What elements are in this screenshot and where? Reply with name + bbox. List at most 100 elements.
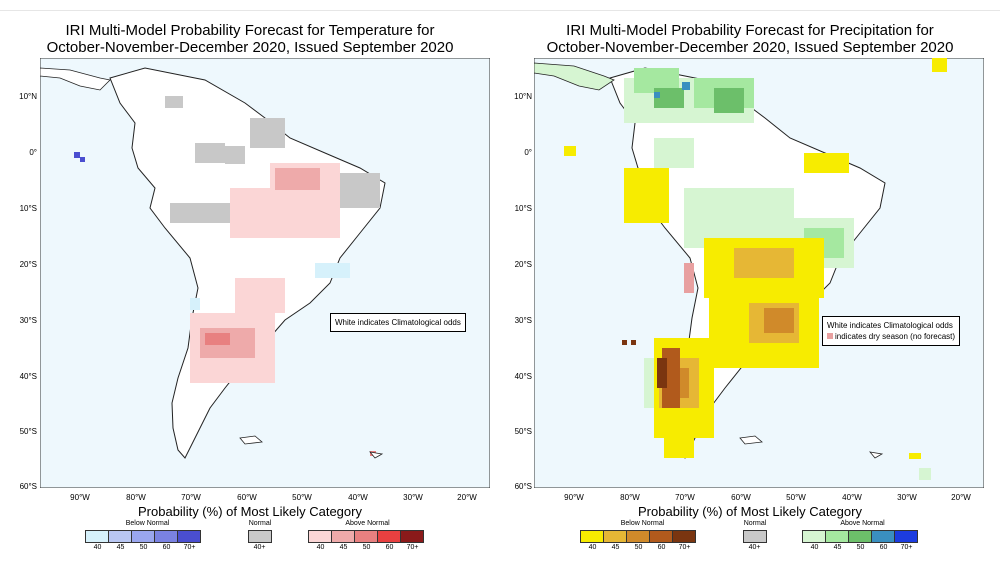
tick-label: 60	[657, 544, 666, 551]
tick-label: 70+	[678, 544, 691, 551]
legend-title: Probability (%) of Most Likely Category	[638, 504, 862, 519]
precipitation-title-line1: IRI Multi-Model Probability Forecast for…	[566, 22, 934, 39]
swatch-below-40	[86, 531, 109, 542]
tick-label: 45	[833, 544, 842, 551]
above-normal-swatches	[308, 530, 424, 543]
central-america	[534, 62, 615, 91]
swatch-below-60	[155, 531, 178, 542]
temperature-title-line1: IRI Multi-Model Probability Forecast for…	[65, 22, 435, 39]
lat-label-60s: 60°S	[514, 482, 532, 491]
normal-label: Normal	[248, 520, 272, 527]
dry-season-swatch	[827, 333, 833, 339]
swatch-above-70	[895, 531, 917, 542]
precipitation-panel: IRI Multi-Model Probability Forecast for…	[500, 0, 1000, 570]
precipitation-map	[534, 58, 984, 488]
tick-label: 70+	[900, 544, 913, 551]
lon-label-40w: 40°W	[842, 493, 862, 502]
tick-label: 50	[362, 544, 371, 551]
normal-swatch	[248, 530, 272, 543]
below-normal-swatches	[580, 530, 696, 543]
temperature-title: IRI Multi-Model Probability Forecast for…	[0, 22, 500, 56]
temperature-map-svg	[40, 58, 490, 488]
swatch-above-60	[378, 531, 401, 542]
precipitation-title-line2: October-November-December 2020, Issued S…	[546, 39, 954, 56]
central-america	[40, 67, 111, 91]
lon-label-80w: 80°W	[126, 493, 146, 502]
above-normal-ticks: 40 45 50 60 70+	[309, 544, 424, 551]
tick-label: 45	[116, 544, 125, 551]
swatch-above-40	[803, 531, 826, 542]
swatch-below-50	[132, 531, 155, 542]
below-normal-ticks: 40 45 50 60 70+	[581, 544, 696, 551]
swatch-below-70	[673, 531, 695, 542]
lon-label-60w: 60°W	[731, 493, 751, 502]
lon-label-30w: 30°W	[403, 493, 423, 502]
swatch-above-45	[332, 531, 355, 542]
swatch-above-40	[309, 531, 332, 542]
legend-title: Probability (%) of Most Likely Category	[138, 504, 362, 519]
swatch-above-50	[355, 531, 378, 542]
above-normal-label: Above Normal	[345, 520, 390, 527]
tick-label: 50	[856, 544, 865, 551]
lon-label-40w: 40°W	[348, 493, 368, 502]
tick-label: 40+	[748, 544, 761, 551]
tick-label: 60	[385, 544, 394, 551]
tick-label: 50	[139, 544, 148, 551]
lon-label-90w: 90°W	[70, 493, 90, 502]
lon-label-50w: 50°W	[786, 493, 806, 502]
precipitation-title: IRI Multi-Model Probability Forecast for…	[500, 22, 1000, 56]
climatological-odds-note: White indicates Climatological odds	[330, 313, 466, 332]
lon-label-60w: 60°W	[237, 493, 257, 502]
tick-label: 60	[162, 544, 171, 551]
temperature-map	[40, 58, 490, 488]
above-normal-swatches	[802, 530, 918, 543]
tick-label: 40	[316, 544, 325, 551]
below-normal-ticks: 40 45 50 60 70+	[86, 544, 201, 551]
swatch-above-70	[401, 531, 423, 542]
lat-label-0: 0°	[524, 148, 532, 157]
lat-label-20s: 20°S	[19, 260, 37, 269]
legend-note-box: White indicates Climatological odds indi…	[822, 316, 961, 346]
lat-label-20s: 20°S	[514, 260, 532, 269]
lat-label-50s: 50°S	[514, 427, 532, 436]
lat-label-40s: 40°S	[514, 372, 532, 381]
lat-label-50s: 50°S	[19, 427, 37, 436]
precipitation-map-svg	[534, 58, 984, 488]
lat-label-10n: 10°N	[514, 92, 532, 101]
lat-label-10s: 10°S	[514, 204, 532, 213]
lon-label-50w: 50°W	[292, 493, 312, 502]
lon-label-80w: 80°W	[620, 493, 640, 502]
swatch-normal-40	[249, 531, 271, 542]
lon-label-70w: 70°W	[181, 493, 201, 502]
normal-label: Normal	[743, 520, 767, 527]
tick-label: 70+	[406, 544, 419, 551]
tick-label: 45	[611, 544, 620, 551]
lat-label-0: 0°	[29, 148, 37, 157]
swatch-below-45	[604, 531, 627, 542]
lat-label-10n: 10°N	[19, 92, 37, 101]
normal-ticks: 40+	[248, 544, 271, 551]
swatch-normal-40	[744, 531, 766, 542]
top-divider	[0, 10, 1000, 11]
tick-label: 70+	[183, 544, 196, 551]
above-normal-label: Above Normal	[840, 520, 885, 527]
below-normal-swatches	[85, 530, 201, 543]
swatch-below-70	[178, 531, 200, 542]
swatch-below-40	[581, 531, 604, 542]
tick-label: 45	[339, 544, 348, 551]
lat-label-30s: 30°S	[514, 316, 532, 325]
swatch-above-45	[826, 531, 849, 542]
lat-label-30s: 30°S	[19, 316, 37, 325]
below-normal-label: Below Normal	[620, 520, 665, 527]
temperature-panel: IRI Multi-Model Probability Forecast for…	[0, 22, 500, 551]
lon-label-20w: 20°W	[951, 493, 971, 502]
lon-label-20w: 20°W	[457, 493, 477, 502]
dry-season-note: indicates dry season (no forecast)	[827, 331, 955, 342]
tick-label: 60	[879, 544, 888, 551]
above-normal-ticks: 40 45 50 60 70+	[803, 544, 918, 551]
swatch-below-45	[109, 531, 132, 542]
tick-label: 40	[810, 544, 819, 551]
tick-label: 40+	[253, 544, 266, 551]
lat-label-60s: 60°S	[19, 482, 37, 491]
temperature-title-line2: October-November-December 2020, Issued S…	[46, 39, 454, 56]
